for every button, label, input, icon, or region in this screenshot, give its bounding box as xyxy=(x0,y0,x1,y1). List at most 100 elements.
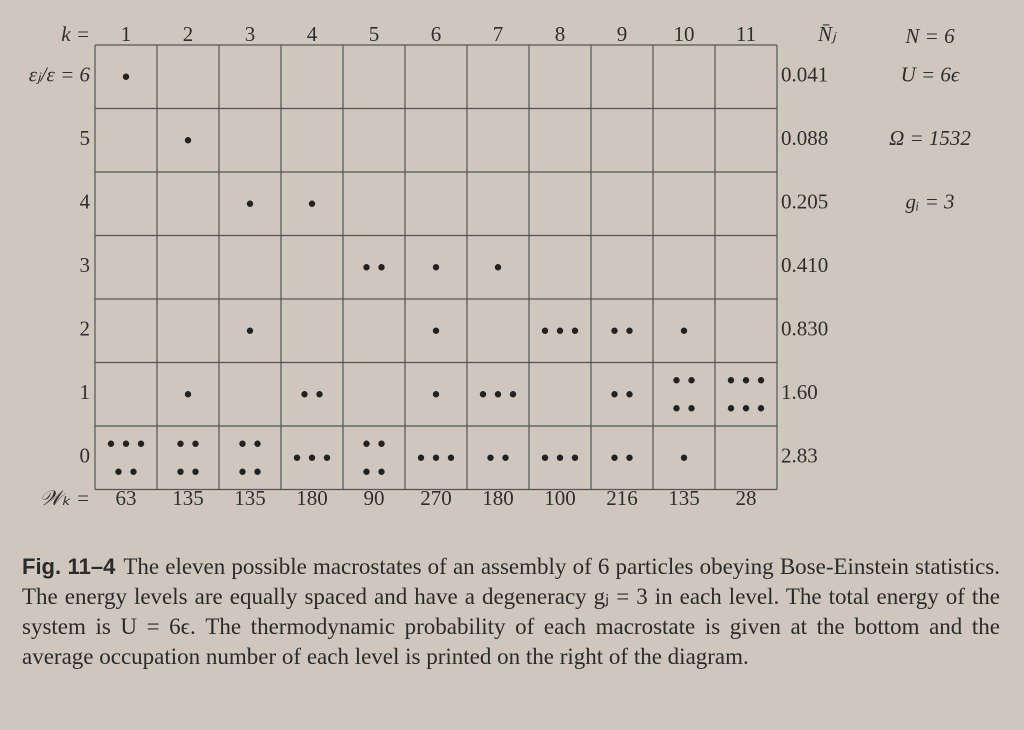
dot xyxy=(487,454,494,461)
dot xyxy=(571,327,579,334)
dot xyxy=(115,468,122,475)
occupation-dots xyxy=(611,327,633,334)
k-label: k = xyxy=(61,22,90,46)
dot xyxy=(447,454,455,461)
dot xyxy=(673,377,680,384)
occupation-dots xyxy=(246,200,254,207)
dot xyxy=(727,405,735,412)
dot xyxy=(611,391,618,398)
w-value: 180 xyxy=(296,486,328,510)
dot xyxy=(757,377,765,384)
dot xyxy=(502,454,509,461)
row-label: εⱼ/ε = 6 xyxy=(29,63,91,87)
dot xyxy=(556,454,564,461)
w-value: 216 xyxy=(606,486,638,510)
dot xyxy=(494,391,502,398)
occupation-dots xyxy=(432,391,440,398)
dot xyxy=(378,440,385,447)
dot xyxy=(688,405,695,412)
dot xyxy=(432,391,440,398)
nbar-value: 0.041 xyxy=(781,63,828,87)
occupation-dots xyxy=(487,454,509,461)
occupation-dots xyxy=(432,264,440,271)
dot xyxy=(177,468,184,475)
occupation-dots xyxy=(417,454,455,461)
row-label: 1 xyxy=(80,380,91,404)
occupation-dots xyxy=(363,264,385,271)
dot xyxy=(239,440,246,447)
dot xyxy=(680,454,688,461)
dot xyxy=(323,454,331,461)
column-label: 1 xyxy=(121,22,132,46)
dot xyxy=(432,264,440,271)
occupation-dots xyxy=(239,440,261,475)
w-value: 100 xyxy=(544,486,576,510)
occupation-dots xyxy=(541,327,579,334)
occupation-dots xyxy=(479,391,517,398)
w-value: 63 xyxy=(116,486,137,510)
occupation-dots xyxy=(541,454,579,461)
dot xyxy=(192,468,199,475)
column-label: 4 xyxy=(307,22,318,46)
dot xyxy=(541,327,549,334)
caption-text: The eleven possible macrostates of an as… xyxy=(22,554,1000,669)
dot xyxy=(239,468,246,475)
dot xyxy=(541,454,549,461)
dot xyxy=(177,440,184,447)
column-label: 7 xyxy=(493,22,504,46)
dot xyxy=(137,440,145,447)
dot xyxy=(246,327,254,334)
dot xyxy=(494,264,502,271)
occupation-dots xyxy=(494,264,502,271)
occupation-dots xyxy=(611,454,633,461)
column-label: 2 xyxy=(183,22,194,46)
occupation-dots xyxy=(177,440,199,475)
dot xyxy=(611,454,618,461)
column-label: 11 xyxy=(736,22,756,46)
nbar-value: 1.60 xyxy=(781,380,818,404)
dot xyxy=(417,454,425,461)
row-label: 3 xyxy=(80,253,91,277)
nbar-value: 2.83 xyxy=(781,444,818,468)
w-label: 𝒲ₖ = xyxy=(40,486,90,510)
dot xyxy=(757,405,765,412)
dot xyxy=(293,454,301,461)
occupation-dots xyxy=(107,440,145,475)
dot xyxy=(308,454,316,461)
occupation-dots xyxy=(301,391,323,398)
row-label: 4 xyxy=(80,190,91,214)
w-value: 135 xyxy=(668,486,700,510)
dot xyxy=(192,440,199,447)
dot xyxy=(184,137,192,144)
dot xyxy=(122,440,130,447)
row-label: 5 xyxy=(80,126,91,150)
dot xyxy=(130,468,137,475)
w-value: 270 xyxy=(420,486,452,510)
occupation-dots xyxy=(673,377,695,412)
side-note: gᵢ = 3 xyxy=(906,190,955,214)
side-note: U = 6ϵ xyxy=(901,63,961,87)
dot xyxy=(363,264,370,271)
dot xyxy=(254,440,261,447)
occupation-dots xyxy=(308,200,316,207)
nbar-value: 0.205 xyxy=(781,190,828,214)
column-label: 5 xyxy=(369,22,380,46)
dot xyxy=(246,200,254,207)
dot xyxy=(363,468,370,475)
occupation-dots xyxy=(293,454,331,461)
occupation-dots xyxy=(184,137,192,144)
w-value: 28 xyxy=(736,486,757,510)
nbar-value: 0.088 xyxy=(781,126,828,150)
dot xyxy=(626,391,633,398)
dot xyxy=(727,377,735,384)
dot xyxy=(301,391,308,398)
nbar-value: 0.830 xyxy=(781,317,828,341)
dot xyxy=(378,468,385,475)
dot xyxy=(432,327,440,334)
caption: Fig. 11–4 The eleven possible macrostates… xyxy=(22,552,1000,672)
dot xyxy=(254,468,261,475)
w-value: 135 xyxy=(234,486,266,510)
dot xyxy=(363,440,370,447)
dot xyxy=(611,327,618,334)
